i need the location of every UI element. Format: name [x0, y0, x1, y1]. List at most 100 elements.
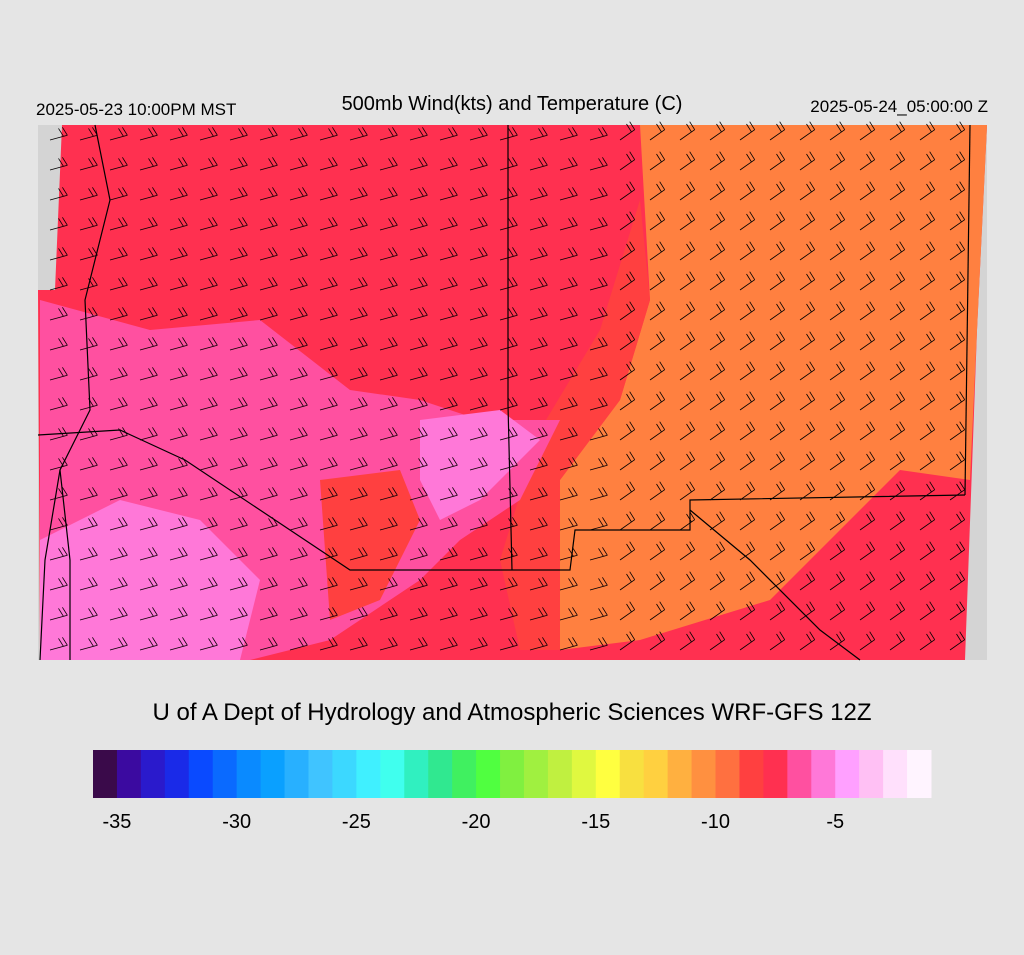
wind-barb [679, 211, 696, 231]
wind-barb [139, 157, 158, 171]
wind-barb [709, 601, 726, 621]
wind-barb [79, 457, 98, 471]
wind-barb [49, 337, 68, 351]
wind-barb [499, 277, 518, 291]
wind-barb [829, 331, 846, 351]
wind-barb [739, 391, 756, 411]
wind-barb [859, 271, 876, 291]
wind-barb [499, 127, 518, 141]
wind-barb [889, 181, 906, 201]
wind-barb [889, 211, 906, 231]
wind-barb [199, 547, 218, 561]
wind-barb [589, 637, 608, 651]
wind-barb [589, 247, 608, 261]
wind-barb [799, 511, 816, 531]
wind-barb [859, 511, 876, 531]
colorbar-swatch [667, 750, 693, 798]
wind-barb [589, 187, 608, 201]
wind-barb [49, 367, 68, 381]
wind-barb [109, 547, 128, 561]
wind-barb [559, 337, 578, 351]
wind-barb [769, 121, 786, 141]
wind-barb [289, 367, 308, 381]
wind-barb [889, 541, 906, 561]
wind-barb [259, 427, 278, 441]
wind-barb [79, 397, 98, 411]
wind-barb [949, 451, 966, 471]
wind-barb [619, 121, 636, 141]
wind-barb [799, 301, 816, 321]
wind-barb [499, 187, 518, 201]
wind-barb [739, 181, 756, 201]
wind-barb [49, 607, 68, 621]
wind-barb [919, 331, 936, 351]
wind-barb [829, 181, 846, 201]
wind-barb [709, 481, 726, 501]
wind-barb [949, 391, 966, 411]
wind-barb [379, 637, 398, 651]
wind-barb [379, 187, 398, 201]
colorbar-swatch [236, 750, 262, 798]
wind-barb [379, 547, 398, 561]
wind-barb [859, 361, 876, 381]
wind-barb [619, 421, 636, 441]
wind-barb [619, 571, 636, 591]
wind-barb [649, 541, 666, 561]
wind-barb [889, 301, 906, 321]
wind-barb [229, 577, 248, 591]
wind-barb [949, 631, 966, 651]
wind-barb [829, 571, 846, 591]
wind-barb [949, 301, 966, 321]
wind-barb [919, 421, 936, 441]
wind-barb [199, 187, 218, 201]
temp-field [500, 200, 650, 650]
wind-barb [469, 427, 488, 441]
credit: U of A Dept of Hydrology and Atmospheric… [153, 699, 872, 726]
colorbar-swatch [428, 750, 453, 798]
wind-barb [769, 451, 786, 471]
wind-barb [949, 421, 966, 441]
wind-barb [409, 127, 428, 141]
wind-barb [619, 301, 636, 321]
wind-barb [619, 181, 636, 201]
colorbar: -35 -30 -25 -20 -15 -10 -5 [93, 750, 932, 833]
wind-barb [889, 361, 906, 381]
wind-barb [49, 307, 68, 321]
wind-barb [319, 427, 338, 441]
wind-barb [769, 541, 786, 561]
colorbar-swatch [452, 750, 477, 798]
wind-barb [739, 301, 756, 321]
wind-barb [859, 121, 876, 141]
wind-barb [319, 397, 338, 411]
wind-barb [319, 517, 338, 531]
wind-barb [589, 217, 608, 231]
temp-field [320, 470, 420, 620]
wind-barb [289, 637, 308, 651]
wind-barb [649, 391, 666, 411]
wind-barb [49, 127, 68, 141]
wind-barb [79, 277, 98, 291]
wind-barb [259, 577, 278, 591]
wind-barb [739, 481, 756, 501]
wind-barb [529, 577, 548, 591]
wind-barb [859, 301, 876, 321]
wind-barb [169, 427, 188, 441]
wind-barb [349, 577, 368, 591]
wind-barb [469, 337, 488, 351]
wind-barb [679, 151, 696, 171]
wind-barb [799, 211, 816, 231]
wind-barb [409, 247, 428, 261]
wind-barb [889, 601, 906, 621]
wind-barb [379, 247, 398, 261]
wind-barb [949, 571, 966, 591]
wind-barb [109, 457, 128, 471]
wind-barb [499, 487, 518, 501]
wind-barb [409, 457, 428, 471]
wind-barb [319, 457, 338, 471]
colorbar-swatch [308, 750, 333, 798]
wind-barb [889, 391, 906, 411]
wind-barb [49, 217, 68, 231]
wind-barb [349, 547, 368, 561]
wind-barb [379, 277, 398, 291]
wind-barb [559, 127, 578, 141]
